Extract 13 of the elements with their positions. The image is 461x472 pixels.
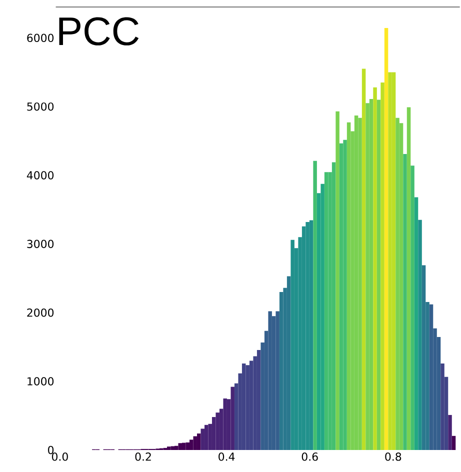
x-tick-label: 0.2 bbox=[135, 452, 151, 461]
x-tick-label: 0.6 bbox=[302, 452, 318, 461]
y-tick-label: 0 bbox=[48, 446, 54, 454]
y-tick-label: 2000 bbox=[27, 308, 54, 317]
y-tick-label: 3000 bbox=[27, 240, 54, 248]
chart-title: PCC bbox=[59, 17, 139, 46]
x-tick-label: 0.0 bbox=[52, 452, 68, 461]
y-tick-label: 6000 bbox=[27, 34, 54, 42]
y-tick-label: 5000 bbox=[27, 102, 54, 111]
y-tick-label: 1000 bbox=[28, 377, 54, 386]
y-tick-label: 4000 bbox=[26, 171, 54, 180]
x-tick-label: 0.8 bbox=[385, 452, 402, 461]
x-tick-label: 0.4 bbox=[218, 452, 235, 461]
